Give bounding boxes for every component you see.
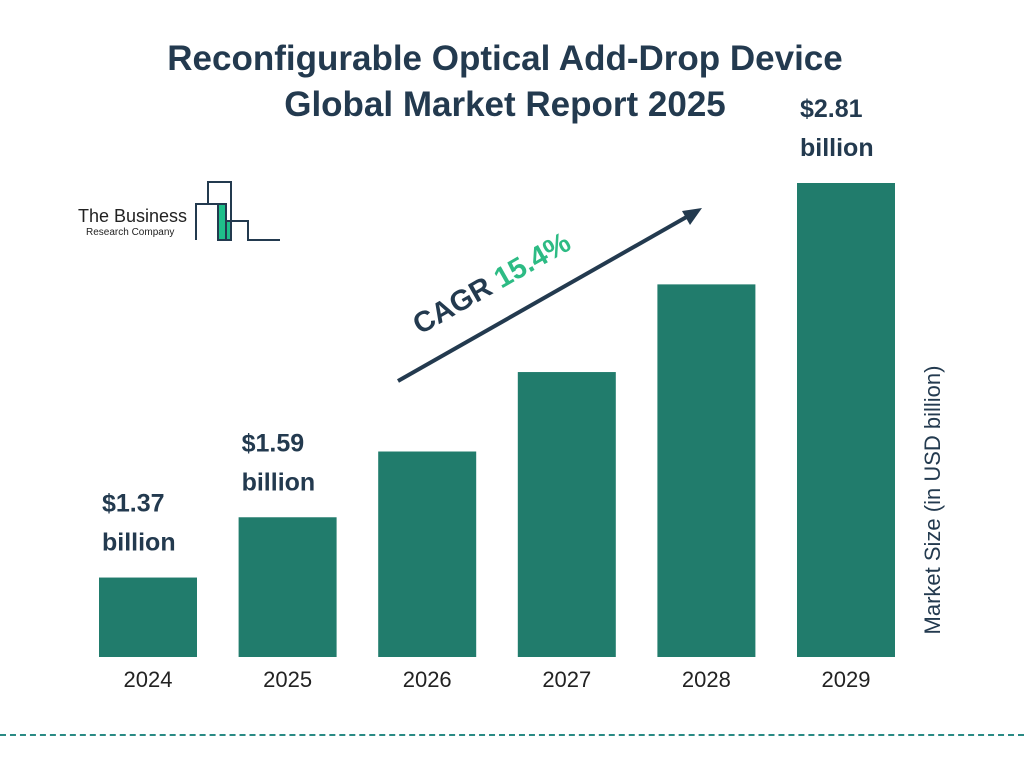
cagr-arrow-line: [397, 213, 691, 383]
x-tick-label: 2024: [124, 667, 173, 692]
data-label-amount: $1.37: [102, 490, 165, 518]
cagr-value: 15.4%: [489, 226, 576, 295]
x-tick-label: 2028: [682, 667, 731, 692]
data-label-unit: billion: [800, 134, 874, 162]
data-label-amount: $2.81: [800, 95, 863, 123]
bar-2025: [238, 517, 337, 657]
logo-text-2: Research Company: [86, 227, 175, 238]
bar-2027: [517, 372, 616, 657]
x-tick-label: 2027: [542, 667, 591, 692]
cagr-arrow-head-icon: [682, 208, 702, 225]
x-tick-label: 2029: [822, 667, 871, 692]
y-axis-label: Market Size (in USD billion): [920, 365, 945, 635]
bar-2026: [378, 451, 477, 657]
data-label-amount: $1.59: [242, 429, 305, 457]
data-label-unit: billion: [242, 468, 316, 496]
cagr-annotation: CAGR 15.4%: [408, 226, 577, 341]
bar-2024: [99, 577, 197, 657]
logo-buildings-icon: [195, 181, 280, 241]
title-line-1: Reconfigurable Optical Add-Drop Device: [167, 39, 843, 78]
bar-2029: [797, 183, 895, 657]
company-logo: The Business Research Company: [78, 180, 288, 245]
divider-line: [0, 734, 1024, 736]
title-line-2: Global Market Report 2025: [284, 85, 726, 124]
x-tick-label: 2026: [403, 667, 452, 692]
logo-text-1: The Business: [78, 206, 188, 226]
data-label-unit: billion: [102, 529, 176, 557]
bar-2028: [657, 284, 756, 657]
chart-title: Reconfigurable Optical Add-Drop Device G…: [0, 36, 1010, 128]
x-tick-label: 2025: [263, 667, 312, 692]
